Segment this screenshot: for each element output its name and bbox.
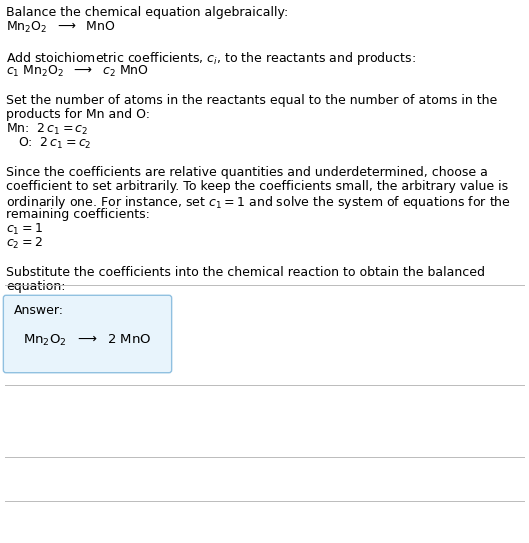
Text: Substitute the coefficients into the chemical reaction to obtain the balanced: Substitute the coefficients into the che… (6, 266, 485, 279)
Text: Balance the chemical equation algebraically:: Balance the chemical equation algebraica… (6, 6, 288, 19)
Text: remaining coefficients:: remaining coefficients: (6, 208, 150, 221)
Text: $c_2 = 2$: $c_2 = 2$ (6, 236, 43, 251)
Text: $c_1\ \mathrm{Mn_2O_2}$  $\longrightarrow$  $c_2\ \mathrm{MnO}$: $c_1\ \mathrm{Mn_2O_2}$ $\longrightarrow… (6, 64, 149, 79)
Text: equation:: equation: (6, 280, 66, 293)
Text: Answer:: Answer: (14, 304, 64, 317)
Text: $c_1 = 1$: $c_1 = 1$ (6, 222, 43, 237)
Text: Set the number of atoms in the reactants equal to the number of atoms in the: Set the number of atoms in the reactants… (6, 94, 497, 107)
Text: ordinarily one. For instance, set $c_1 = 1$ and solve the system of equations fo: ordinarily one. For instance, set $c_1 =… (6, 194, 511, 211)
Text: coefficient to set arbitrarily. To keep the coefficients small, the arbitrary va: coefficient to set arbitrarily. To keep … (6, 180, 508, 193)
Text: $\mathrm{Mn}$:  $2\,c_1 = c_2$: $\mathrm{Mn}$: $2\,c_1 = c_2$ (6, 122, 88, 137)
Text: $\mathrm{Mn_2O_2}$  $\longrightarrow$  $2\ \mathrm{MnO}$: $\mathrm{Mn_2O_2}$ $\longrightarrow$ $2\… (23, 332, 152, 348)
Text: products for Mn and O:: products for Mn and O: (6, 108, 150, 121)
Text: $\mathrm{Mn_2O_2}$  $\longrightarrow$  $\mathrm{MnO}$: $\mathrm{Mn_2O_2}$ $\longrightarrow$ $\m… (6, 20, 115, 35)
Text: Since the coefficients are relative quantities and underdetermined, choose a: Since the coefficients are relative quan… (6, 166, 488, 179)
Text: Add stoichiometric coefficients, $c_i$, to the reactants and products:: Add stoichiometric coefficients, $c_i$, … (6, 50, 416, 67)
Text: $\mathrm{O}$:  $2\,c_1 = c_2$: $\mathrm{O}$: $2\,c_1 = c_2$ (18, 136, 92, 151)
